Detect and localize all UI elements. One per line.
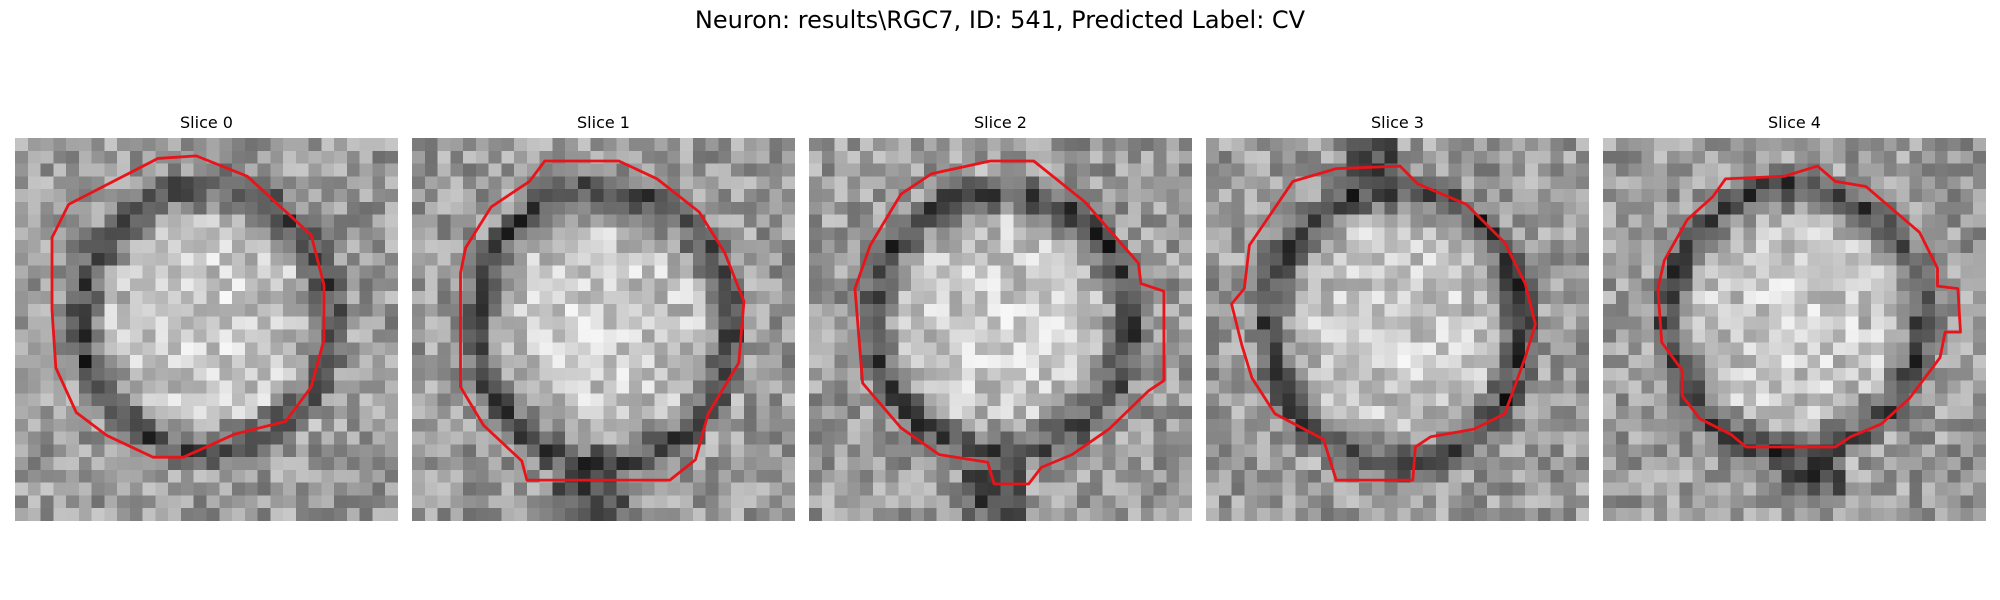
segmentation-outline-1 bbox=[459, 159, 746, 482]
slice-image-2 bbox=[809, 138, 1192, 521]
slice-title-4: Slice 4 bbox=[1768, 113, 1821, 132]
slice-title-1: Slice 1 bbox=[577, 113, 630, 132]
segmentation-outline-0 bbox=[50, 154, 326, 459]
slice-title-2: Slice 2 bbox=[974, 113, 1027, 132]
slice-panel-2: Slice 2 bbox=[809, 112, 1192, 521]
slice-title-0: Slice 0 bbox=[180, 113, 233, 132]
slice-panel-1: Slice 1 bbox=[412, 112, 795, 521]
segmentation-outline-4 bbox=[1656, 164, 1962, 449]
slice-image-0 bbox=[15, 138, 398, 521]
slice-panel-3: Slice 3 bbox=[1206, 112, 1589, 521]
segmentation-outline-2 bbox=[853, 159, 1166, 486]
slice-image-4 bbox=[1603, 138, 1986, 521]
slice-panel-0: Slice 0 bbox=[15, 112, 398, 521]
slice-image-3 bbox=[1206, 138, 1589, 521]
slice-title-3: Slice 3 bbox=[1371, 113, 1424, 132]
slice-panel-4: Slice 4 bbox=[1603, 112, 1986, 521]
slice-image-1 bbox=[412, 138, 795, 521]
segmentation-outline-3 bbox=[1230, 164, 1537, 482]
figure-title: Neuron: results\RGC7, ID: 541, Predicted… bbox=[694, 6, 1306, 34]
